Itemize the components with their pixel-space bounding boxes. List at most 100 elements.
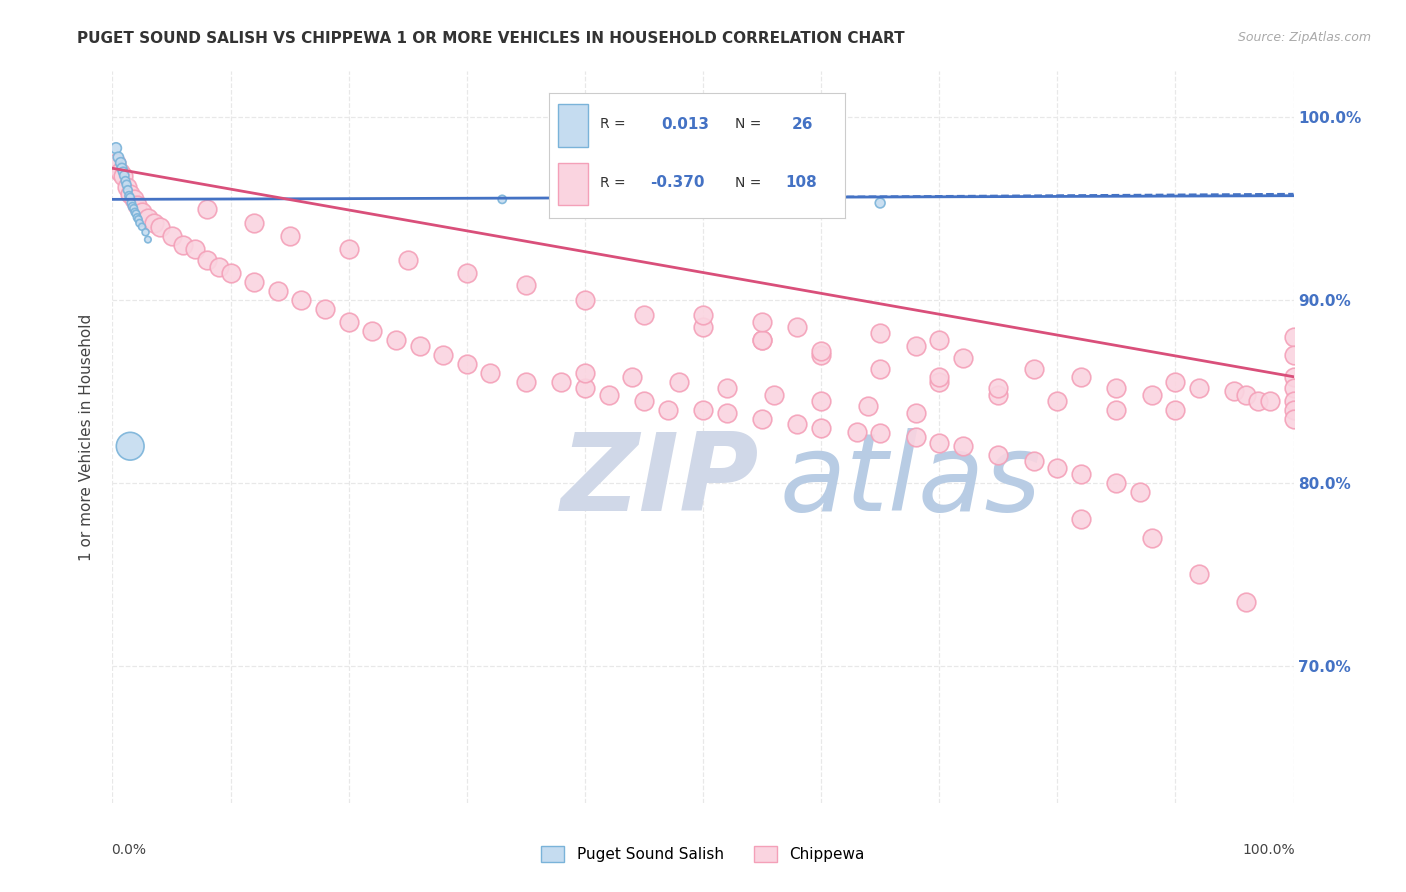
Point [1140,531,1163,545]
Point [128,216,150,230]
Point [112,169,135,183]
Point [115,179,138,194]
Point [1258,393,1281,408]
Point [786,320,808,334]
Point [121,200,143,214]
Point [131,219,153,234]
Point [111,161,134,176]
Point [122,202,145,216]
Point [845,425,868,439]
Point [987,381,1010,395]
Point [1282,348,1305,362]
Point [762,388,785,402]
Point [574,381,596,395]
Text: Source: ZipAtlas.com: Source: ZipAtlas.com [1237,31,1371,45]
Point [208,260,231,274]
Point [751,411,773,425]
Point [1140,388,1163,402]
Point [118,188,141,202]
Point [278,228,301,243]
Point [1070,369,1092,384]
Point [1046,393,1069,408]
Point [786,417,808,432]
Point [243,216,266,230]
Point [110,155,132,169]
Point [904,430,927,444]
Point [136,233,159,247]
Point [904,406,927,420]
Point [692,320,714,334]
Point [432,348,454,362]
Point [107,150,129,164]
Point [195,252,218,267]
Point [869,196,891,211]
Point [120,196,142,211]
Point [692,402,714,417]
Point [112,165,135,179]
Point [120,439,142,453]
Point [290,293,312,307]
Point [1129,484,1152,499]
Point [149,219,172,234]
Point [112,169,135,183]
Point [125,207,148,221]
Point [1070,467,1092,481]
Point [858,399,880,413]
Point [810,348,832,362]
Point [1223,384,1246,399]
Point [692,165,714,179]
Point [127,211,149,225]
Point [621,369,644,384]
Point [928,369,950,384]
Point [105,141,128,155]
Point [1234,388,1257,402]
Point [1046,461,1069,475]
Point [267,284,290,298]
Point [869,326,891,340]
Point [574,366,596,380]
Y-axis label: 1 or more Vehicles in Household: 1 or more Vehicles in Household [79,313,94,561]
Point [657,402,679,417]
Point [1105,381,1128,395]
Point [160,228,183,243]
Point [184,242,207,256]
Point [136,211,159,225]
Text: atlas: atlas [780,428,1042,533]
Point [515,278,537,293]
Point [108,165,131,179]
Point [716,406,738,420]
Point [314,301,336,316]
Point [987,388,1010,402]
Point [1188,381,1211,395]
Point [574,293,596,307]
Text: 100.0%: 100.0% [1241,843,1295,857]
Point [115,178,138,192]
Point [120,186,142,201]
Point [117,183,139,197]
Point [396,252,419,267]
Point [1022,454,1045,468]
Point [1282,411,1305,425]
Point [692,308,714,322]
Point [928,333,950,347]
Point [131,205,153,219]
Point [114,174,136,188]
Point [751,315,773,329]
Point [1234,594,1257,608]
Point [1282,369,1305,384]
Point [952,439,974,453]
Point [810,393,832,408]
Point [987,448,1010,462]
Point [1282,329,1305,343]
Point [1105,475,1128,490]
Point [122,192,145,206]
Point [337,242,360,256]
Point [515,375,537,389]
Point [668,375,690,389]
Point [127,198,149,212]
Point [337,315,360,329]
Point [598,388,620,402]
Point [243,275,266,289]
Point [120,190,142,204]
Point [479,366,502,380]
